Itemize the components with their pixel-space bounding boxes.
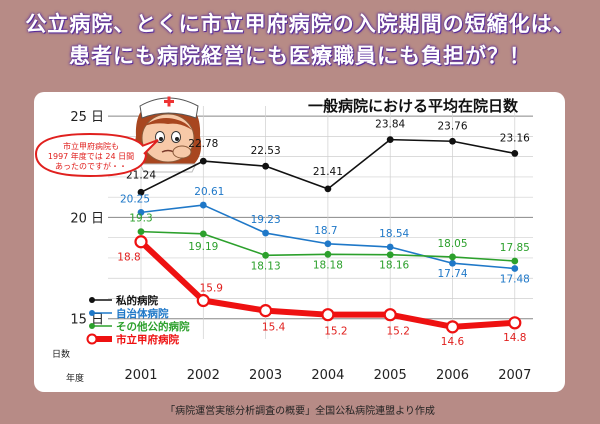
legend-marker: [89, 323, 95, 329]
data-label: 19.19: [188, 241, 218, 253]
legend-marker: [86, 333, 98, 345]
data-label: 15.4: [262, 322, 286, 334]
data-labels: 21.24 22.78 22.53 21.41 23.84 23.76 23.16 20.25…: [117, 119, 530, 348]
data-point: [386, 136, 394, 144]
data-label: 21.41: [313, 166, 343, 178]
data-label: 20.25: [120, 193, 150, 205]
data-label: 18.8: [117, 252, 140, 264]
series: [134, 136, 522, 334]
data-label: 18.54: [379, 228, 409, 240]
x-tick-label: 2004: [311, 368, 344, 383]
data-point: [511, 150, 519, 157]
data-point: [199, 201, 207, 209]
data-label: 19.3: [129, 213, 152, 225]
speech-bubble: 市立甲府病院も 1997 年度では 24 日間 あったのですが・・: [34, 132, 159, 178]
x-tick-label: 2001: [124, 368, 157, 383]
data-point: [262, 251, 269, 259]
data-label: 18.18: [313, 259, 343, 271]
headline-line-1: 公立病院、とくに市立甲府病院の入院期間の短縮化は、: [25, 12, 575, 36]
legend-label: その他公的病院: [116, 320, 190, 333]
data-point: [199, 230, 207, 238]
y-axis-label: 日数: [52, 348, 70, 360]
data-label: 18.7: [314, 225, 337, 237]
x-axis-label: 年度: [66, 372, 84, 384]
x-tick-label: 2005: [374, 368, 407, 383]
data-point: [386, 243, 394, 251]
source-note: 「病院運営実態分析調査の概要」全国公私病院連盟より作成: [165, 406, 435, 417]
data-point: [324, 250, 332, 258]
data-point: [511, 257, 519, 265]
data-point: [196, 293, 210, 308]
x-tick-label: 2002: [187, 368, 220, 383]
data-point: [137, 188, 145, 196]
data-label: 23.84: [375, 119, 405, 131]
data-label: 14.8: [503, 332, 526, 344]
legend-marker: [89, 297, 95, 303]
data-point: [508, 316, 522, 330]
legend-marker: [89, 310, 95, 316]
data-point: [449, 259, 456, 267]
bubble-line-3: あったのですが・・: [55, 161, 127, 171]
legend-label: 市立甲府病院: [116, 333, 179, 346]
data-label: 17.74: [437, 268, 467, 280]
data-point: [134, 235, 148, 249]
y-tick-label: 15 日: [70, 313, 104, 328]
data-point: [445, 320, 460, 334]
data-label: 22.78: [188, 138, 218, 150]
data-label: 18.13: [251, 260, 281, 272]
data-point: [386, 251, 394, 259]
bubble-line-1: 市立甲府病院も: [63, 141, 119, 151]
chart-title: 一般病院における平均在院日数: [308, 97, 519, 115]
data-point: [262, 229, 269, 237]
data-point: [324, 185, 332, 193]
y-tick-label: 25 日: [70, 110, 104, 125]
x-tick-label: 2007: [498, 368, 531, 383]
data-label: 14.6: [441, 336, 465, 348]
data-label: 17.85: [500, 242, 530, 254]
headline-line-2: 患者にも病院経営にも医療職員にも負担が？！: [69, 44, 531, 68]
data-label: 15.9: [200, 283, 223, 295]
bubble-line-2: 1997 年度では 24 日間: [48, 151, 134, 161]
data-label: 17.48: [500, 273, 530, 285]
data-label: 21.24: [126, 169, 156, 181]
data-point: [199, 157, 207, 165]
data-label: 18.05: [437, 238, 467, 250]
data-point: [137, 228, 145, 236]
data-label: 15.2: [324, 326, 347, 338]
data-point: [449, 253, 456, 261]
data-label: 23.16: [500, 132, 530, 144]
data-point: [449, 137, 456, 145]
data-label: 20.61: [194, 186, 224, 198]
legend-label: 自治体病院: [116, 307, 169, 320]
y-tick-label: 20 日: [70, 211, 104, 226]
data-point: [511, 265, 519, 272]
data-label: 23.76: [437, 120, 467, 132]
legend-label: 私的病院: [115, 294, 158, 307]
data-point: [324, 240, 332, 248]
data-point: [259, 304, 273, 318]
data-point: [321, 308, 335, 322]
x-tick-label: 2003: [249, 368, 282, 383]
data-point: [383, 308, 397, 322]
data-point: [137, 208, 145, 216]
data-label: 19.23: [251, 214, 281, 226]
data-label: 22.53: [251, 145, 281, 157]
x-tick-label: 2006: [436, 368, 469, 383]
data-label: 15.2: [387, 326, 410, 338]
data-point: [262, 162, 269, 170]
data-label: 18.16: [379, 260, 409, 272]
chart-panel: 15 日 20 日 25 日日数年度 2001 2002 2003 2004 2005 2006…: [34, 92, 565, 392]
